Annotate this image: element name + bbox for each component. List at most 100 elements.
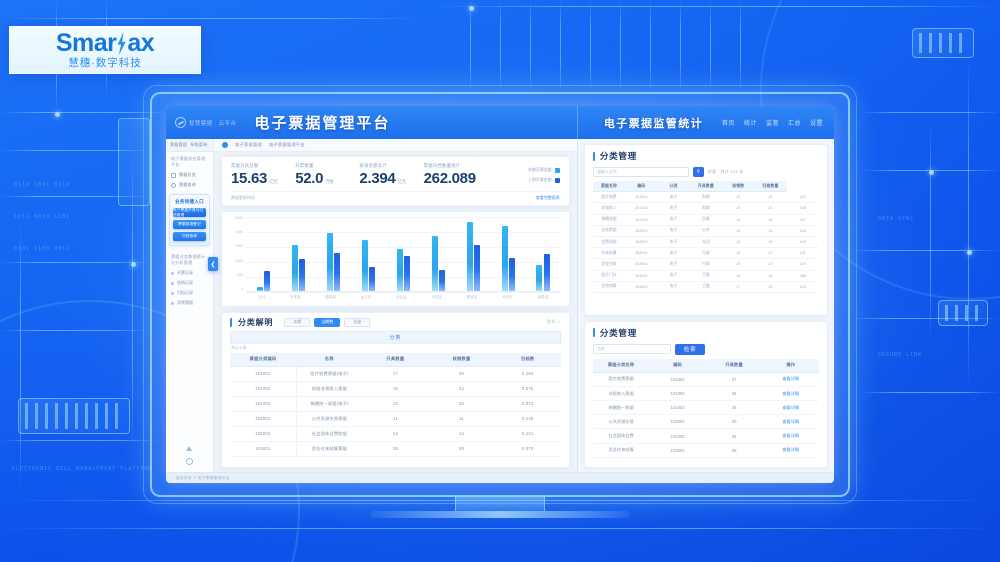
tab-0[interactable]: 本期 xyxy=(284,317,311,327)
bar-group-8[interactable] xyxy=(536,217,550,291)
cell-2-3[interactable]: 查看详情 xyxy=(762,400,819,416)
chart-xtick-2: 鼓楼区 xyxy=(325,294,337,299)
table-row[interactable]: 101002 财政非税收入票据 15 22 0.075 xyxy=(230,381,561,397)
sidebar-header-right: 系统菜单 xyxy=(190,142,208,147)
bar-台江区-本期开票金额[interactable] xyxy=(361,240,368,291)
bar-chart: 2500 2000 1500 1000 500 0 合计 市本级 鼓楼区 台江区 仓山区 马尾区 晋安… xyxy=(230,216,561,303)
bar-合计-上期开票金额[interactable] xyxy=(264,271,271,291)
table-row[interactable]: 医疗收费 101001 电子 财政 12 26 113 xyxy=(592,191,819,204)
sidebar-quick-button-1[interactable]: 票据核销登记 xyxy=(173,220,206,229)
cell-4-3: 12 xyxy=(428,426,495,442)
bar-group-5[interactable] xyxy=(431,217,446,291)
cell-3-0: 交易票据 xyxy=(592,225,626,237)
cell-2-0: 捐赠收据 xyxy=(592,214,626,226)
cell-3-3[interactable]: 查看详情 xyxy=(762,414,819,430)
sidebar: 票据管理 系统菜单 电子票据综合管理平台 票据总览 票据查询 业务快捷入口 xyxy=(166,139,218,472)
sidebar-item-query[interactable]: 票据查询 xyxy=(166,180,213,190)
table-row[interactable]: 捐赠收据 101003 电子 民政 11 18 097 xyxy=(592,214,819,226)
rbot-search-button[interactable]: 检索 xyxy=(674,343,706,355)
search-icon[interactable]: ⚲ xyxy=(692,167,704,177)
table-row[interactable]: 非税收入 101002 电子 财政 14 21 108 xyxy=(592,202,819,215)
bar-鼓楼区-上期开票金额[interactable] xyxy=(334,252,341,291)
bar-group-3[interactable] xyxy=(361,217,376,291)
bar-group-4[interactable] xyxy=(396,217,411,291)
topbar-menu-item-3[interactable]: 汇总 xyxy=(787,121,801,127)
breadcrumb-item-0[interactable]: 电子票据管理 xyxy=(235,142,262,147)
detail-tabs[interactable]: 本期 当期数 全部 xyxy=(284,317,371,327)
back-icon[interactable] xyxy=(186,458,193,465)
bar-合计-本期开票金额[interactable] xyxy=(256,287,263,291)
bar-市本级-上期开票金额[interactable] xyxy=(299,259,306,291)
bar-晋安区-本期开票金额[interactable] xyxy=(466,221,473,291)
table-row[interactable]: 住院结算 104002 电子 卫健 17 25 124 xyxy=(592,281,819,293)
bar-晋安区-上期开票金额[interactable] xyxy=(474,245,481,291)
table-row[interactable]: 公共资源交易 102001 20 查看详情 xyxy=(592,414,819,430)
main-content: 电子票据管理 电子票据管理平台 票据开具总额 15.63 xyxy=(214,139,577,472)
bar-马尾区-本期开票金额[interactable] xyxy=(431,236,438,291)
sidebar-quick-button-2[interactable]: 归档查询 xyxy=(173,232,206,241)
bar-鼓楼区-本期开票金额[interactable] xyxy=(326,232,333,291)
sidebar-subitem-1[interactable]: 核销记录 xyxy=(166,278,213,288)
table-row[interactable]: 会费收据 102002 电子 社团 13 19 102 xyxy=(592,236,819,249)
topbar-menu[interactable]: 首页 统计 监管 汇总 设置 xyxy=(722,118,823,127)
topbar-menu-item-2[interactable]: 监管 xyxy=(765,121,779,127)
cell-4-3[interactable]: 查看详情 xyxy=(762,428,819,444)
breadcrumb-item-1[interactable]: 电子票据管理平台 xyxy=(268,142,305,147)
table-row[interactable]: 社会团体会费 102002 34 查看详情 xyxy=(592,428,819,444)
table-row[interactable]: 往来结算 103001 电子 行政 18 27 131 xyxy=(592,247,819,260)
sidebar-collapse-toggle[interactable]: ❮ xyxy=(208,257,218,271)
bar-长乐区-上期开票金额[interactable] xyxy=(509,257,516,291)
category-management-bottom-card: 分类管理 名称 检索 票据分类名称 编码 开具数量 操作 医疗收费票据 101001 27… xyxy=(583,320,828,468)
cell-5-1: 103001 xyxy=(649,443,706,458)
table-row[interactable]: 101001 医疗收费票据(电子) 17 30 0.153 xyxy=(230,366,561,382)
topbar-menu-item-1[interactable]: 统计 xyxy=(743,121,757,127)
sidebar-subitem-0[interactable]: 开票记录 xyxy=(166,268,213,278)
bar-长乐区-本期开票金额[interactable] xyxy=(501,225,508,291)
bar-group-7[interactable] xyxy=(501,217,516,291)
table-row[interactable]: 交易票据 102001 电子 公共 16 24 126 xyxy=(592,225,819,237)
rbot-search-input[interactable]: 名称 xyxy=(592,344,671,355)
cell-3-2: 电子 xyxy=(657,225,690,237)
bar-group-1[interactable] xyxy=(291,217,306,291)
bar-group-6[interactable] xyxy=(466,217,481,291)
col-header-4: 核销数 xyxy=(722,181,755,193)
tab-2[interactable]: 全部 xyxy=(344,317,371,327)
bar-group-2[interactable] xyxy=(326,217,341,291)
table-row[interactable]: 101003 捐赠统一收据(电子) 13 30 0.072 xyxy=(230,396,561,412)
table-row[interactable]: 资金往来结算 103001 28 查看详情 xyxy=(592,443,819,458)
sidebar-subitem-2[interactable]: 归档记录 xyxy=(166,288,213,298)
tab-1[interactable]: 当期数 xyxy=(314,317,341,327)
sidebar-item-overview[interactable]: 票据总览 xyxy=(166,170,213,180)
chart-y-axis: 2500 2000 1500 1000 500 0 xyxy=(230,216,246,303)
warning-icon[interactable] xyxy=(186,445,193,452)
table-row[interactable]: 非税收入票据 101002 34 查看详情 xyxy=(592,386,819,402)
topbar-menu-item-4[interactable]: 设置 xyxy=(809,121,823,127)
table-row[interactable]: 资金往来 103002 电子 行政 15 22 119 xyxy=(592,258,819,271)
kpi-card: 票据开具总额 15.63 亿元 开票数量 52.0 xyxy=(221,156,570,206)
cell-1-3[interactable]: 查看详情 xyxy=(762,386,819,402)
cell-0-3[interactable]: 查看详情 xyxy=(762,372,819,387)
cell-5-3[interactable]: 查看详情 xyxy=(762,443,819,458)
rtop-search-label[interactable]: 检索 xyxy=(707,169,717,174)
bar-市本级-本期开票金额[interactable] xyxy=(291,245,298,291)
detail-more-link[interactable]: 更多 > xyxy=(546,319,561,325)
topbar-menu-item-0[interactable]: 首页 xyxy=(721,121,735,127)
rtop-search-input[interactable]: 请输入名称 xyxy=(592,167,689,177)
table-row[interactable]: 102001 公共资源交易票据 11 11 0.125 xyxy=(230,411,561,427)
col-header-3: 开具数量 xyxy=(689,181,723,193)
kpi-report-link[interactable]: 查看完整报表 xyxy=(535,194,560,200)
table-row[interactable]: 医疗收费票据 101001 27 查看详情 xyxy=(592,372,819,387)
bar-闽侯县-上期开票金额[interactable] xyxy=(543,253,550,291)
sidebar-subitem-3[interactable]: 异常票据 xyxy=(166,298,213,308)
table-row[interactable]: 捐赠统一票据 101003 26 查看详情 xyxy=(592,400,819,416)
bar-台江区-上期开票金额[interactable] xyxy=(369,267,376,291)
bar-group-0[interactable] xyxy=(256,217,271,291)
table-row[interactable]: 医疗门诊 104001 电子 卫健 10 16 088 xyxy=(592,270,819,282)
bar-仓山区-上期开票金额[interactable] xyxy=(404,255,411,291)
bar-仓山区-本期开票金额[interactable] xyxy=(396,248,403,291)
bar-马尾区-上期开票金额[interactable] xyxy=(439,270,446,291)
bar-闽侯县-本期开票金额[interactable] xyxy=(536,264,543,291)
table-row[interactable]: 103001 资金往来结算票据 25 30 0.070 xyxy=(230,441,561,457)
table-row[interactable]: 102002 社会团体会费收据 14 12 0.121 xyxy=(230,426,561,442)
sidebar-quick-button-0[interactable]: 电子票据开具与归档管理 xyxy=(173,208,206,217)
